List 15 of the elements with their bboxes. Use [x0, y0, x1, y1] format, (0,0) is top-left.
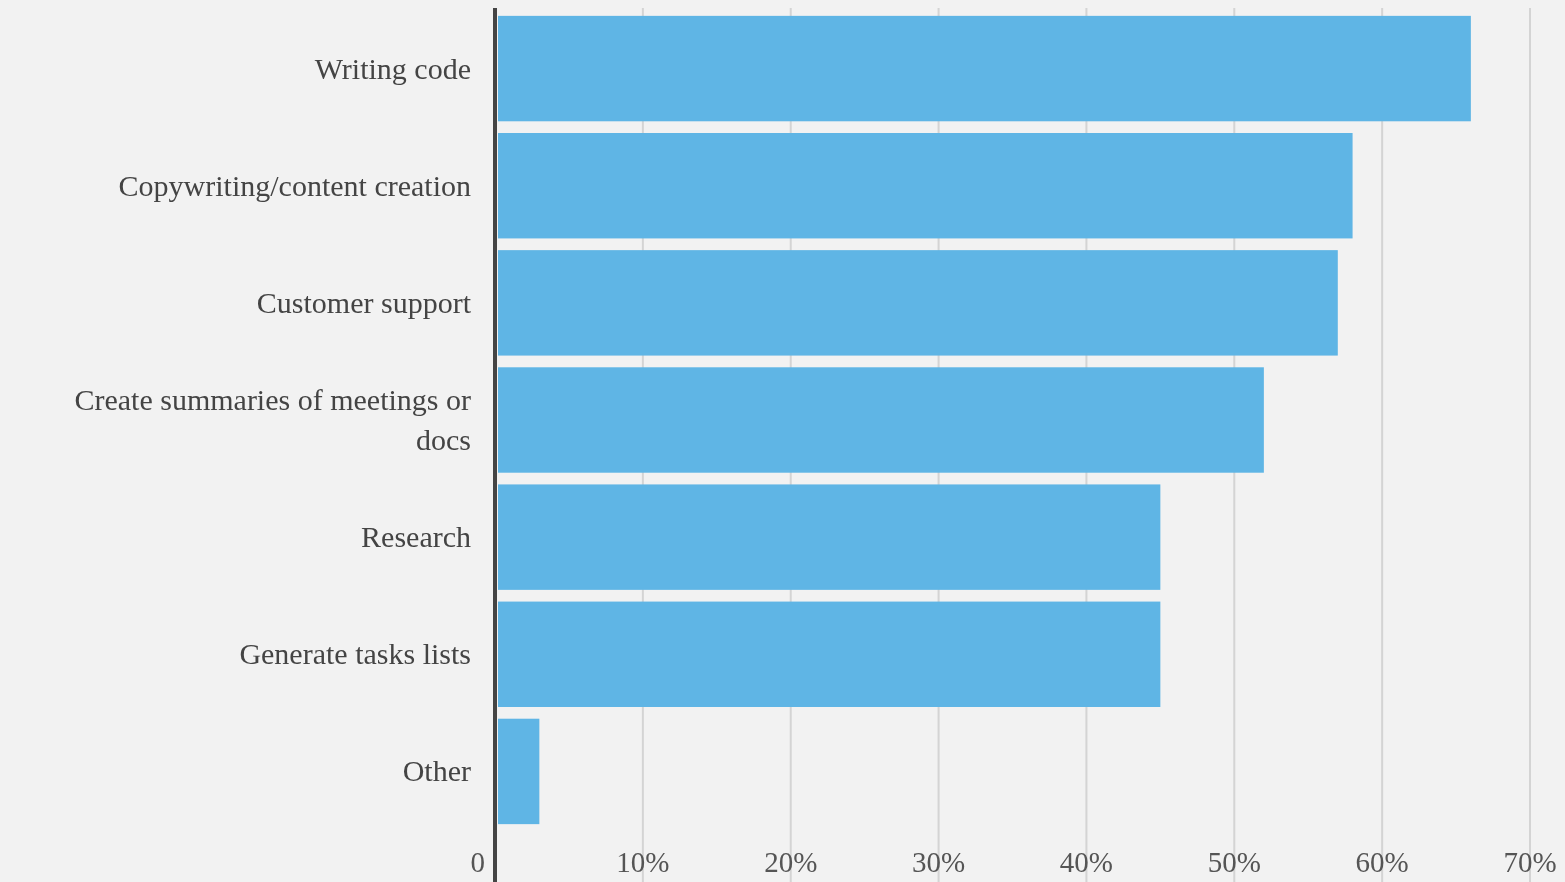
x-tick-label: 60%: [1355, 846, 1409, 878]
x-tick-label: 30%: [911, 846, 966, 878]
x-tick-label: 40%: [1059, 846, 1114, 878]
x-tick-label: 20%: [764, 846, 818, 878]
y-tick-label: Research: [361, 520, 471, 554]
x-tick-label: 70%: [1503, 846, 1557, 878]
x-tick-label: 0: [470, 846, 485, 878]
y-tick-label: Copywriting/content creation: [118, 168, 471, 202]
y-tick-label: Other: [402, 754, 471, 788]
y-tick-label: Generate tasks lists: [239, 637, 471, 671]
y-tick-label: Customer support: [256, 285, 472, 319]
x-tick-label: 50%: [1207, 846, 1261, 878]
y-tick-label: Writing code: [314, 51, 471, 85]
x-tick-label: 10%: [616, 846, 670, 878]
y-tick-label: Create summaries of meetings or docs: [74, 383, 471, 456]
